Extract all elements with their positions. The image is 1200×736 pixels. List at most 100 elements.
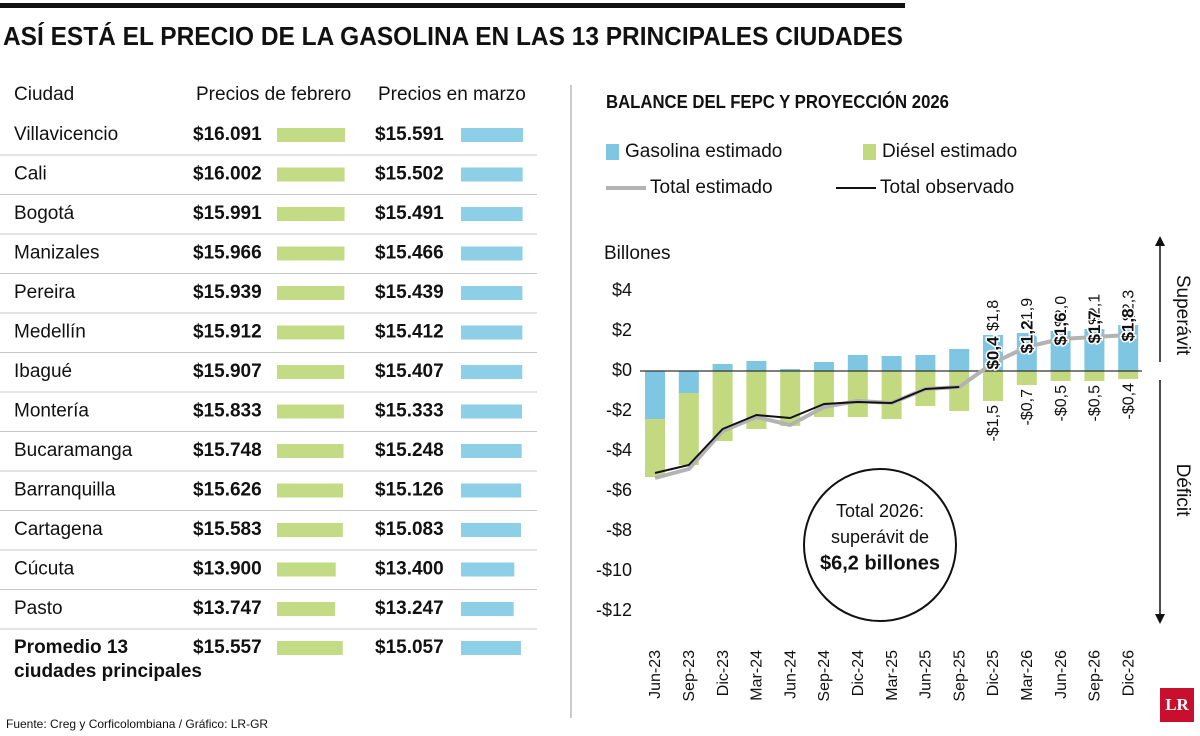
arrowhead	[1155, 614, 1165, 624]
y-tick-label: -$8	[606, 520, 632, 540]
x-tick-label: Dic-24	[850, 650, 867, 696]
legend-label: Diésel estimado	[882, 141, 1017, 162]
price-bar	[277, 562, 336, 577]
annotation-text: Total 2026:	[836, 501, 924, 521]
city-name: Montería	[14, 401, 89, 422]
x-tick-label: Mar-25	[884, 650, 901, 701]
y-tick-label: -$12	[596, 600, 632, 620]
x-tick-label: Sep-23	[681, 650, 698, 702]
bar	[645, 419, 665, 477]
fepc-chart: -$12 -$10 -$8 -$6 -$4 -$2 $0 $2 $4 Gasolina estim…	[596, 141, 1142, 702]
total-label: $1,7	[1085, 310, 1104, 343]
price-bar	[277, 207, 345, 221]
y-tick-label: -$2	[606, 400, 632, 420]
price-label: $15.439	[375, 282, 444, 303]
direction-arrows	[1155, 236, 1165, 624]
price-table: Ciudad Precios de febrero Precios en marzo…	[0, 84, 537, 682]
city-name: Pasto	[14, 598, 63, 619]
price-label: $15.412	[375, 322, 444, 343]
x-tick-label: Jun-23	[647, 650, 664, 699]
price-bar	[461, 602, 514, 616]
total-label: $1,2	[1017, 320, 1036, 353]
price-label: $15.991	[193, 203, 262, 224]
top-rule	[0, 3, 905, 8]
value-label: $2,3	[1120, 290, 1137, 321]
price-bar	[461, 325, 523, 340]
y-tick-label: $4	[612, 280, 632, 300]
bar	[949, 371, 970, 411]
y-tick-label: $0	[612, 360, 632, 380]
city-name: Cúcuta	[14, 559, 75, 580]
price-bar	[461, 444, 522, 458]
deficit-label: Déficit	[1172, 464, 1193, 518]
y-tick-label: -$6	[606, 480, 632, 500]
bar	[712, 364, 733, 371]
price-bar	[277, 167, 345, 182]
chart-title: BALANCE DEL FEPC Y PROYECCIÓN 2026	[606, 91, 949, 112]
city-name: Manizales	[14, 243, 100, 264]
column-header: Precios en marzo	[378, 84, 526, 105]
bar	[678, 393, 699, 465]
value-label: -$0,4	[1120, 383, 1137, 420]
price-bar	[461, 246, 523, 261]
price-label: $15.491	[375, 203, 444, 224]
city-name: Promedio 13	[14, 637, 128, 658]
price-bar	[461, 404, 522, 419]
city-name: Cartagena	[14, 519, 103, 540]
price-label: $15.502	[375, 164, 444, 185]
x-tick-label: Jun-26	[1053, 650, 1070, 699]
price-label: $15.083	[375, 519, 444, 540]
bar	[746, 361, 767, 371]
legend-label: Total estimado	[650, 177, 773, 198]
value-label: $2,1	[1087, 294, 1104, 325]
price-bar	[277, 444, 344, 458]
city-name: Medellín	[14, 322, 86, 343]
price-label: $15.466	[375, 243, 444, 264]
price-label: $15.591	[375, 124, 444, 145]
y-tick-label: -$4	[606, 440, 632, 460]
value-label: -$0,5	[1053, 385, 1070, 422]
price-bar	[461, 562, 515, 577]
x-tick-label: Dic-26	[1120, 650, 1137, 696]
bar	[915, 355, 936, 371]
city-name: ciudades principales	[14, 661, 202, 682]
y-axis-label: Billones	[604, 243, 671, 264]
x-tick-label: Sep-25	[951, 650, 968, 702]
bar	[949, 349, 970, 371]
price-bar	[277, 523, 343, 537]
price-label: $16.002	[193, 164, 262, 185]
source: Fuente: Creg y Corficolombiana / Gráfico…	[6, 717, 268, 731]
bar	[881, 356, 902, 371]
city-name: Cali	[14, 164, 47, 185]
price-bar	[277, 602, 336, 616]
price-bar	[277, 325, 345, 340]
bar	[645, 371, 665, 419]
legend-swatch	[863, 144, 876, 160]
price-label: $15.057	[375, 637, 444, 658]
price-bar	[277, 641, 343, 655]
legend-label: Gasolina estimado	[625, 141, 782, 162]
price-bar	[461, 128, 524, 142]
x-tick-label: Dic-25	[985, 650, 1002, 696]
total-label: $0,4	[983, 336, 1002, 370]
y-tick-label: $2	[612, 320, 632, 340]
bar	[1016, 333, 1037, 371]
total-label: $1,6	[1051, 312, 1070, 345]
x-tick-label: Sep-24	[816, 650, 833, 702]
price-bar	[461, 167, 523, 182]
bar	[678, 371, 699, 393]
price-bar	[461, 641, 521, 655]
price-bar	[461, 207, 523, 221]
legend: Gasolina estimado Diésel estimado Total es…	[606, 141, 1017, 198]
x-tick-label: Sep-26	[1087, 650, 1104, 702]
price-bar	[461, 286, 523, 300]
price-label: $16.091	[193, 124, 262, 145]
city-name: Pereira	[14, 282, 76, 303]
price-label: $13.900	[193, 559, 262, 580]
price-label: $15.966	[193, 243, 262, 264]
price-label: $15.557	[193, 637, 262, 658]
surplus-label: Superávit	[1172, 275, 1193, 356]
price-label: $15.126	[375, 480, 444, 501]
arrowhead	[1155, 236, 1165, 246]
x-tick-label: Mar-24	[749, 650, 766, 701]
